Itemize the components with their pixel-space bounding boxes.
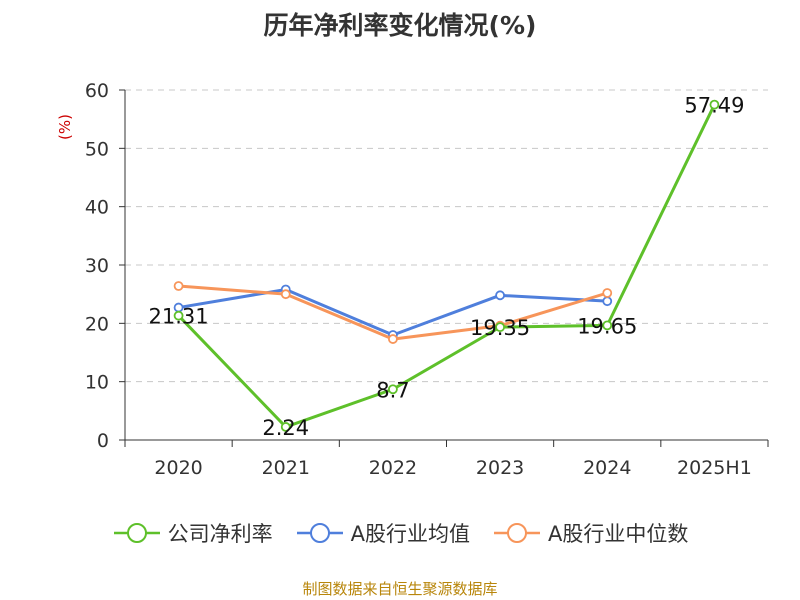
data-point <box>602 296 613 307</box>
data-point <box>173 281 184 291</box>
legend-item: A股行业均值 <box>295 518 470 548</box>
data-point <box>388 334 398 344</box>
legend-item: A股行业中位数 <box>492 518 688 548</box>
legend-line-marker-icon <box>113 523 160 543</box>
data-point <box>602 320 613 331</box>
data-point <box>280 422 291 432</box>
y-tick-label: 60 <box>85 80 109 102</box>
x-tick-label: 2022 <box>369 457 417 479</box>
x-tick-label: 2020 <box>154 457 202 479</box>
y-tick-label: 50 <box>85 138 109 160</box>
data-point <box>388 384 398 395</box>
series-lines <box>173 99 720 432</box>
data-label: 8.7 <box>376 378 409 402</box>
data-point <box>709 99 720 110</box>
gridlines <box>125 89 768 383</box>
legend-line-marker-icon <box>494 523 540 543</box>
data-label: 57.49 <box>684 94 744 118</box>
series-line <box>177 103 716 429</box>
source-note: 制图数据来自恒生聚源数据库 <box>302 580 498 598</box>
legend-label: A股行业均值 <box>350 522 470 546</box>
y-tick-label: 30 <box>85 255 109 277</box>
data-point <box>280 289 291 300</box>
data-label: 21.31 <box>149 305 209 329</box>
y-tick-label: 40 <box>85 197 109 219</box>
legend: 公司净利率 A股行业均值 A股行业中位数 <box>0 518 800 548</box>
y-tick-label: 20 <box>85 313 109 335</box>
y-tick-label: 10 <box>85 372 109 394</box>
data-label: 2.24 <box>262 416 309 440</box>
data-point <box>495 322 505 333</box>
chart-title: 历年净利率变化情况(%) <box>263 11 537 40</box>
data-point <box>602 288 613 298</box>
data-label: 19.65 <box>577 314 637 338</box>
legend-label: A股行业中位数 <box>548 522 689 546</box>
legend-item: 公司净利率 <box>112 518 273 548</box>
x-tick-label: 2021 <box>262 457 310 479</box>
axes: 0 10 20 30 40 50 60 (%) 2020 2021 2022 2023 2024 2025… <box>56 80 769 479</box>
legend-label: 公司净利率 <box>167 522 273 546</box>
data-point <box>495 290 505 301</box>
legend-line-marker-icon <box>296 523 343 543</box>
x-tick-label: 2024 <box>583 457 631 479</box>
data-label: 19.35 <box>470 316 530 340</box>
data-point <box>173 310 184 321</box>
y-tick-label: 0 <box>97 430 109 452</box>
data-labels: 21.31 2.24 8.7 19.35 19.65 57.49 <box>149 94 745 440</box>
x-tick-label: 2023 <box>476 457 524 479</box>
y-axis-label: (%) <box>56 114 74 140</box>
x-tick-label: 2025H1 <box>677 457 752 479</box>
